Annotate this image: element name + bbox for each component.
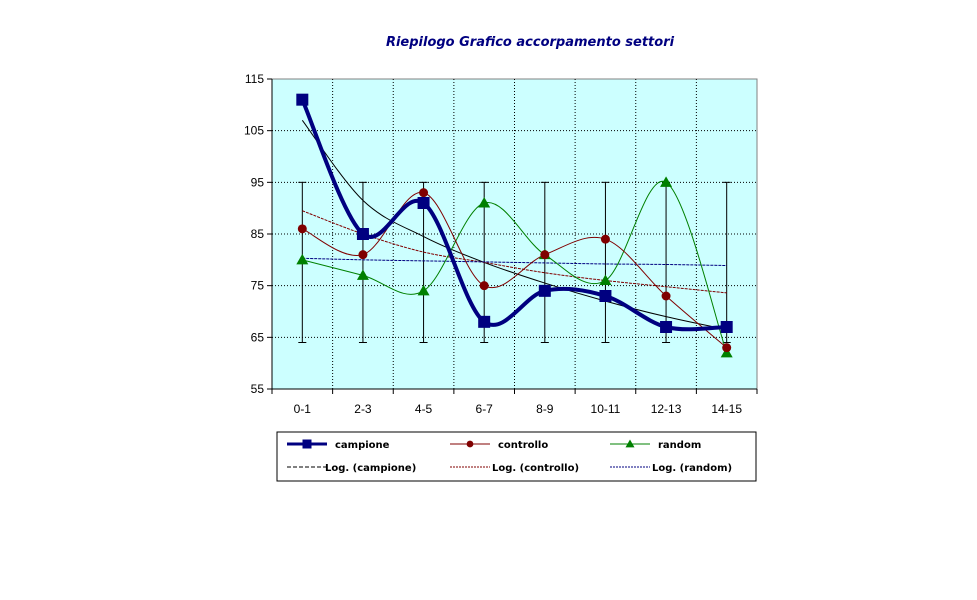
- y-tick-label: 55: [251, 382, 265, 396]
- point-campione: [417, 197, 430, 209]
- point-campione: [538, 284, 551, 297]
- x-tick-label: 8-9: [536, 402, 554, 416]
- y-tick-label: 105: [244, 124, 264, 138]
- point-campione: [720, 321, 733, 333]
- point-campione: [660, 321, 673, 333]
- legend-box: [276, 431, 757, 482]
- y-tick-label: 65: [251, 330, 265, 344]
- point-controllo: [358, 250, 368, 260]
- legend-label: random: [658, 440, 701, 451]
- trendline-2: [302, 257, 727, 267]
- y-tick-label: 85: [251, 227, 265, 241]
- point-controllo: [479, 281, 489, 291]
- legend-label: Log. (campione): [325, 463, 416, 474]
- point-campione: [296, 93, 309, 106]
- point-random: [296, 253, 309, 265]
- point-controllo: [540, 250, 550, 260]
- point-campione: [599, 290, 612, 302]
- y-tick-label: 75: [251, 279, 265, 293]
- x-tick-label: 2-3: [354, 402, 372, 416]
- point-controllo: [297, 224, 307, 234]
- point-controllo: [600, 234, 610, 244]
- point-controllo: [419, 188, 429, 198]
- point-campione: [356, 228, 369, 240]
- legend-label: campione: [335, 440, 390, 451]
- point-random: [356, 269, 369, 280]
- point-controllo: [661, 291, 671, 301]
- point-random: [599, 274, 612, 285]
- x-tick-label: 14-15: [711, 402, 742, 416]
- plot-area: 55 65 75 85 95 105 115 0-1 2-3 4-5 6-7 8-9 10-11 12-1…: [244, 72, 758, 416]
- x-tick-label: 4-5: [415, 402, 433, 416]
- legend-swatch-marker: [466, 440, 474, 448]
- legend-label: Log. (random): [652, 463, 732, 474]
- point-random: [478, 197, 491, 208]
- legend-label: Log. (controllo): [492, 463, 579, 474]
- point-random: [417, 284, 430, 296]
- series-line-controllo: [302, 192, 728, 349]
- point-controllo: [722, 343, 732, 353]
- legend: campione controllo random Log. (campione) Lo…: [276, 431, 757, 482]
- legend-swatch-marker: [302, 439, 312, 449]
- chart-title: Riepilogo Grafico accorpamento settori: [386, 35, 675, 50]
- x-tick-label: 10-11: [591, 402, 621, 416]
- x-tick-label: 12-13: [651, 402, 682, 416]
- y-tick-label: 115: [245, 72, 264, 86]
- x-tick-label: 0-1: [294, 402, 312, 416]
- point-campione: [478, 315, 491, 328]
- point-random: [660, 176, 673, 187]
- legend-swatch-marker: [625, 439, 635, 448]
- x-tick-label: 6-7: [476, 402, 494, 416]
- y-tick-label: 95: [251, 175, 265, 189]
- legend-label: controllo: [498, 440, 548, 451]
- trendline-0: [301, 120, 727, 331]
